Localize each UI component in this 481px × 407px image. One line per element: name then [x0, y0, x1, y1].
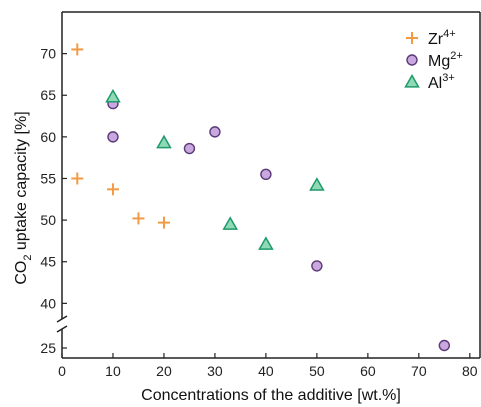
x-tick-label: 80	[462, 363, 478, 379]
x-axis-label: Concentrations of the additive [wt.%]	[141, 387, 401, 404]
data-points	[71, 43, 451, 352]
legend-charge: 3+	[442, 72, 455, 84]
data-point-zr	[106, 183, 119, 196]
data-point-zr	[157, 216, 170, 229]
legend-name: Al	[428, 75, 442, 92]
legend-label-zr: Zr4+	[428, 28, 456, 48]
plot-frame	[56, 11, 481, 359]
data-point-al	[222, 216, 239, 230]
x-tick-label: 60	[360, 363, 376, 379]
x-tick-label: 30	[207, 363, 223, 379]
data-point-mg	[260, 168, 272, 181]
y-tick-label: 55	[40, 170, 56, 186]
legend-label-mg: Mg2+	[428, 50, 463, 70]
legend-marker-mg	[406, 54, 418, 66]
data-point-mg	[183, 142, 196, 155]
legend-charge: 4+	[443, 28, 456, 40]
y-tick-label: 50	[40, 212, 56, 228]
legend-name: Zr	[428, 31, 444, 48]
y-axis-label: CO2 uptake capacity [%]	[13, 111, 34, 284]
data-point-zr	[71, 43, 84, 56]
legend-name: Mg	[428, 53, 450, 70]
y-tick-label: 25	[40, 340, 56, 356]
data-point-mg	[107, 131, 119, 143]
y-axis-label-part1: CO	[13, 261, 30, 285]
data-point-al	[309, 177, 325, 191]
x-tick-label: 20	[156, 363, 172, 379]
y-tick-label: 40	[40, 295, 56, 311]
data-point-mg	[311, 260, 323, 272]
legend-marker-al	[404, 73, 420, 88]
data-point-al	[105, 88, 121, 103]
axis-break-mark	[56, 325, 68, 333]
data-point-al	[258, 236, 274, 250]
y-axis-label-part2: uptake capacity [%]	[13, 111, 30, 254]
y-tick-label: 65	[40, 87, 56, 103]
legend-marker-zr	[406, 32, 418, 44]
axis-ticks: 0 10 20 30 40 50 60 70 80 40 45 50 55 60 65 70 25	[40, 46, 477, 379]
y-tick-label: 45	[40, 254, 56, 270]
x-tick-label: 50	[309, 363, 325, 379]
x-tick-label: 40	[258, 363, 274, 379]
legend-label-al: Al3+	[428, 72, 455, 92]
data-point-mg	[438, 339, 451, 352]
data-point-al	[156, 134, 172, 149]
x-tick-label: 70	[411, 363, 427, 379]
y-tick-label: 70	[40, 46, 56, 62]
y-axis-label-subscript: 2	[22, 255, 34, 261]
legend: Zr4+Mg2+Al3+	[404, 28, 463, 92]
x-tick-label: 10	[105, 363, 121, 379]
axis-break-mark	[56, 315, 68, 323]
x-tick-label: 0	[58, 363, 66, 379]
y-tick-label: 60	[40, 129, 56, 145]
legend-charge: 2+	[450, 50, 463, 62]
data-point-mg	[209, 126, 221, 138]
data-point-zr	[71, 172, 84, 185]
data-point-zr	[132, 212, 145, 225]
